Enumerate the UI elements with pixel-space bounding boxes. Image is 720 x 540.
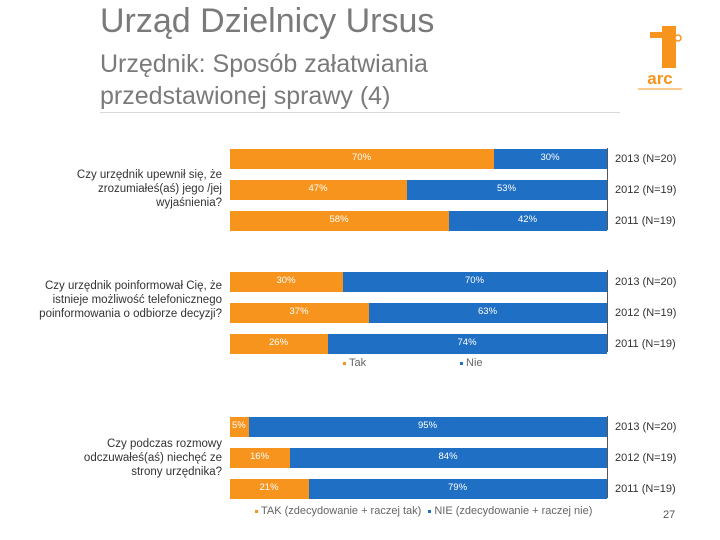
year-label: 2011 (N=19) bbox=[615, 215, 676, 227]
question-label: Czy urzędnik upewnił się, że zrozumiałeś… bbox=[76, 169, 222, 209]
bar-segment-tak bbox=[230, 417, 249, 437]
bar-segment-nie bbox=[309, 479, 607, 499]
question-label: Czy urzędnik poinformował Cię, że istnie… bbox=[39, 280, 222, 320]
bar-segment-nie bbox=[449, 211, 607, 231]
slide-subtitle: Urzędnik: Sposób załatwiania przedstawio… bbox=[100, 50, 428, 110]
legend-label-tak: Tak bbox=[349, 357, 367, 369]
bar-segment-nie bbox=[328, 334, 607, 354]
data-label-tak: 16% bbox=[250, 451, 270, 462]
bar-row: 16% 84% bbox=[230, 448, 607, 468]
bar-segment-nie bbox=[369, 303, 607, 323]
bar-segment-tak bbox=[230, 180, 407, 200]
page-number: 27 bbox=[663, 509, 676, 521]
bar-segment-nie bbox=[249, 417, 607, 437]
data-label-nie: 53% bbox=[497, 183, 517, 194]
year-label: 2012 (N=19) bbox=[615, 307, 677, 319]
bar-row: 37% 63% bbox=[230, 303, 607, 323]
bar-segment-tak bbox=[230, 272, 343, 292]
bar-segment-tak bbox=[230, 211, 449, 231]
chart-right-edge bbox=[607, 416, 608, 498]
data-label-tak: 26% bbox=[269, 337, 289, 348]
year-label: 2011 (N=19) bbox=[615, 483, 676, 495]
bar-segment-nie bbox=[343, 272, 607, 292]
data-label-tak: 58% bbox=[329, 214, 349, 225]
chart-right-edge bbox=[607, 148, 608, 230]
bar-segment-tak bbox=[230, 334, 328, 354]
data-label-nie: 74% bbox=[457, 337, 477, 348]
data-label-nie: 30% bbox=[540, 152, 560, 163]
question-label: Czy podczas rozmowy odczuwałeś(aś) niech… bbox=[83, 438, 222, 478]
data-label-nie: 95% bbox=[418, 420, 438, 431]
bar-segment-tak bbox=[230, 303, 369, 323]
legend-bottom: TAK (zdecydowanie + raczej tak) NIE (zde… bbox=[255, 505, 592, 517]
svg-text:arc: arc bbox=[647, 69, 673, 88]
data-label-tak: 70% bbox=[352, 152, 372, 163]
year-label: 2013 (N=20) bbox=[615, 421, 677, 433]
bar-row: 21% 79% bbox=[230, 479, 607, 499]
data-label-nie: 84% bbox=[438, 451, 458, 462]
data-label-tak: 5% bbox=[232, 420, 246, 431]
bar-row: 70% 30% bbox=[230, 149, 607, 169]
year-label: 2012 (N=19) bbox=[615, 452, 677, 464]
header-divider bbox=[100, 112, 620, 113]
year-label: 2013 (N=20) bbox=[615, 153, 677, 165]
bar-segment-tak bbox=[230, 149, 494, 169]
legend-item-tak: Tak bbox=[343, 357, 366, 369]
slide-title: Urząd Dzielnicy Ursus bbox=[100, 2, 435, 40]
data-label-tak: 47% bbox=[308, 183, 328, 194]
data-label-nie: 42% bbox=[518, 214, 538, 225]
bar-segment-nie bbox=[494, 149, 607, 169]
legend-label-nie: Nie bbox=[466, 357, 483, 369]
data-label-tak: 21% bbox=[259, 482, 279, 493]
legend-label-nie-long: NIE (zdecydowanie + raczej nie) bbox=[434, 505, 593, 517]
data-label-tak: 37% bbox=[289, 306, 309, 317]
arc-logo-icon: arc bbox=[638, 26, 682, 90]
legend-swatch-tak bbox=[343, 361, 346, 365]
data-label-tak: 30% bbox=[276, 275, 296, 286]
year-label: 2013 (N=20) bbox=[615, 276, 677, 288]
bar-row: 30% 70% bbox=[230, 272, 607, 292]
year-label: 2011 (N=19) bbox=[615, 338, 676, 350]
bar-row: 5% 95% bbox=[230, 417, 607, 437]
bar-segment-tak bbox=[230, 479, 309, 499]
data-label-nie: 63% bbox=[478, 306, 498, 317]
bar-segment-tak bbox=[230, 448, 290, 468]
legend-item-nie: Nie bbox=[460, 357, 483, 369]
bar-segment-nie bbox=[290, 448, 607, 468]
bar-segment-nie bbox=[407, 180, 607, 200]
legend-swatch-nie bbox=[460, 361, 463, 365]
data-label-nie: 79% bbox=[448, 482, 468, 493]
data-label-nie: 70% bbox=[465, 275, 485, 286]
legend-label-tak-long: TAK (zdecydowanie + raczej tak) bbox=[261, 505, 422, 517]
legend-swatch-nie bbox=[428, 509, 432, 513]
year-label: 2012 (N=19) bbox=[615, 184, 677, 196]
bar-row: 47% 53% bbox=[230, 180, 607, 200]
bar-row: 26% 74% bbox=[230, 334, 607, 354]
chart-right-edge bbox=[607, 270, 608, 352]
bar-row: 58% 42% bbox=[230, 211, 607, 231]
legend-swatch-tak bbox=[255, 509, 258, 513]
